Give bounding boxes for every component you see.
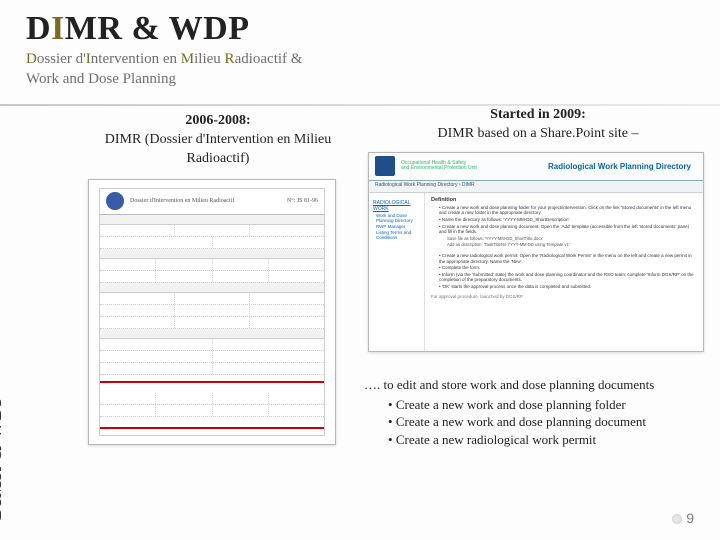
below-list-item: Create a new work and dose planning fold… xyxy=(388,396,712,414)
sp-body: RADIOLOGICAL WORK Work and Dose Planning… xyxy=(369,193,703,351)
sp-side-item: Listing Terms and Conditions xyxy=(376,230,420,240)
sp-list-item: 'OK' starts the approval process once th… xyxy=(439,284,697,290)
sp-title: Radiological Work Planning Directory xyxy=(548,162,691,171)
form-header-text: Dossier d'Intervention en Milieu Radioac… xyxy=(130,198,281,204)
left-column: 2006-2008: DIMR (Dossier d'Intervention … xyxy=(88,112,348,445)
form-header: Dossier d'Intervention en Milieu Radioac… xyxy=(100,189,324,215)
sp-list-item: Create a new work and dose planning docu… xyxy=(439,224,697,235)
sp-breadcrumb: Radiological Work Planning Directory › D… xyxy=(369,181,703,193)
below-list-item: Create a new radiological work permit xyxy=(388,431,712,449)
sp-logo-icon xyxy=(375,156,395,176)
form-ref: N°: JS 81-96 xyxy=(287,198,318,204)
page-dot-icon xyxy=(672,514,682,524)
right-heading-strong: Started in 2009: xyxy=(490,107,586,122)
left-heading-rest: DIMR (Dossier d'Intervention en Milieu R… xyxy=(105,132,331,166)
form-red-band xyxy=(100,381,324,383)
right-column: Started in 2009: DIMR based on a Share.P… xyxy=(368,106,708,352)
sp-sidebar: RADIOLOGICAL WORK Work and Dose Planning… xyxy=(369,193,425,351)
right-heading-rest: DIMR based on a Share.Point site – xyxy=(437,126,638,141)
slide-title: DIMR & WDP xyxy=(26,10,302,48)
sp-sub-item: Save file as follows: 'YYYY-MM-DD_ShortT… xyxy=(447,236,697,241)
sp-block2: Create a new radiological work permit. O… xyxy=(431,253,697,290)
sp-definition-head: Definition xyxy=(431,197,697,203)
sp-list-item: Inform (via the 'Submitted' state) the w… xyxy=(439,272,697,283)
form-thumbnail: Dossier d'Intervention en Milieu Radioac… xyxy=(88,179,336,445)
sp-brand-line2: and Environmental Protection Unit xyxy=(401,166,477,172)
sharepoint-thumbnail: Occupational Health & Safety and Environ… xyxy=(368,152,704,352)
sp-side-item: RWP Manager xyxy=(376,224,420,229)
below-list: Create a new work and dose planning fold… xyxy=(364,396,712,449)
slide-subtitle: Dossier d'Intervention en Milieu Radioac… xyxy=(26,50,302,89)
page-number: 9 xyxy=(672,510,694,526)
sp-side-item: Work and Dose Planning Directory xyxy=(376,213,420,223)
form-red-band-2 xyxy=(100,427,324,429)
sp-list-item: Name the directory as follows: 'YYYY-MM-… xyxy=(439,217,697,223)
below-list-item: Create a new work and dose planning docu… xyxy=(388,413,712,431)
subtitle-line-2: Work and Dose Planning xyxy=(26,71,176,87)
sp-main: Definition Create a new work and dose pl… xyxy=(425,193,703,351)
slide: DIMR & WDP Dossier d'Intervention en Mil… xyxy=(0,0,720,540)
sp-brand: Occupational Health & Safety and Environ… xyxy=(401,161,477,172)
form-paper: Dossier d'Intervention en Milieu Radioac… xyxy=(99,188,325,436)
below-right-text: …. to edit and store work and dose plann… xyxy=(364,376,712,448)
below-lead: …. to edit and store work and dose plann… xyxy=(364,376,712,394)
form-section xyxy=(100,215,324,225)
sp-sub-item: Add as description: 'TaskTitleNo YYYY-MM… xyxy=(447,242,697,247)
sp-side-head: RADIOLOGICAL WORK xyxy=(373,200,420,212)
left-heading-strong: 2006-2008: xyxy=(185,113,250,128)
sp-footer-note: For approval procedure, launched by DGS/… xyxy=(431,294,697,299)
left-heading: 2006-2008: DIMR (Dossier d'Intervention … xyxy=(88,112,348,169)
vertical-section-label: DIMR & WDP xyxy=(0,394,6,520)
sp-list-item: Complete the form. xyxy=(439,265,697,271)
sp-list-item: Create a new work and dose planning fold… xyxy=(439,205,697,216)
form-logo-icon xyxy=(106,192,124,210)
right-heading: Started in 2009: DIMR based on a Share.P… xyxy=(368,106,708,144)
page-number-text: 9 xyxy=(686,510,694,526)
title-block: DIMR & WDP Dossier d'Intervention en Mil… xyxy=(26,10,302,89)
sp-header: Occupational Health & Safety and Environ… xyxy=(369,153,703,181)
sp-list-item: Create a new radiological work permit. O… xyxy=(439,253,697,264)
subtitle-line-1: Dossier d'Intervention en Milieu Radioac… xyxy=(26,51,302,67)
